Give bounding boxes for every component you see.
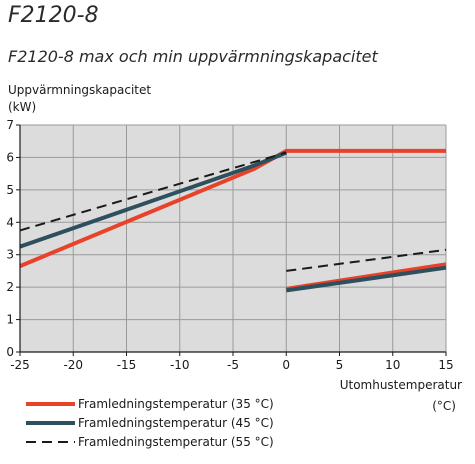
y-tick-label: 4: [6, 215, 14, 229]
series-layer: [19, 148, 447, 293]
chart-subtitle: F2120-8 max och min uppvärmningskapacite…: [8, 47, 378, 66]
y-tick-label: 0: [6, 345, 14, 359]
x-tick-label: -15: [117, 358, 137, 372]
series-2: [19, 150, 447, 293]
legend-label-1: Framledningstemperatur (35 °C): [78, 397, 274, 411]
x-tick-label: -10: [170, 358, 190, 372]
x-tick-label: 10: [385, 358, 400, 372]
x-tick-label: -20: [63, 358, 83, 372]
legend-label-2: Framledningstemperatur (45 °C): [78, 416, 274, 430]
tick-labels: 0 1 2 3 4 5 6 7 -25 -20 -15 -10 -5 0 5 10 15: [6, 118, 453, 372]
y-tick-label: 6: [6, 150, 14, 164]
chart-title: F2120-8: [8, 3, 99, 28]
y-tick-label: 2: [6, 280, 14, 294]
x-tick-label: 0: [282, 358, 290, 372]
y-tick-label: 3: [6, 248, 14, 262]
x-tick-label: 5: [336, 358, 344, 372]
series-line: [286, 248, 447, 272]
y-axis-label-line1: Uppvärmningskapacitet: [8, 83, 151, 97]
axes: [16, 124, 447, 356]
y-tick-label: 1: [6, 313, 14, 327]
legend-label-3: Framledningstemperatur (55 °C): [78, 435, 274, 449]
x-tick-label: -5: [227, 358, 239, 372]
y-axis-label-line2: (kW): [8, 100, 36, 114]
series-line: [19, 151, 287, 232]
legend: Framledningstemperatur (35 °C) Framlednin…: [26, 397, 274, 449]
x-axis-label-line2: (°C): [432, 399, 456, 413]
series-line: [286, 265, 447, 293]
y-tick-label: 5: [6, 183, 14, 197]
y-tick-label: 7: [6, 118, 14, 132]
series-3: [19, 151, 447, 272]
x-tick-label: 15: [438, 358, 453, 372]
x-tick-label: -25: [10, 358, 30, 372]
x-axis-label-line1: Utomhustemperatur: [340, 378, 462, 392]
series-line: [19, 150, 288, 249]
